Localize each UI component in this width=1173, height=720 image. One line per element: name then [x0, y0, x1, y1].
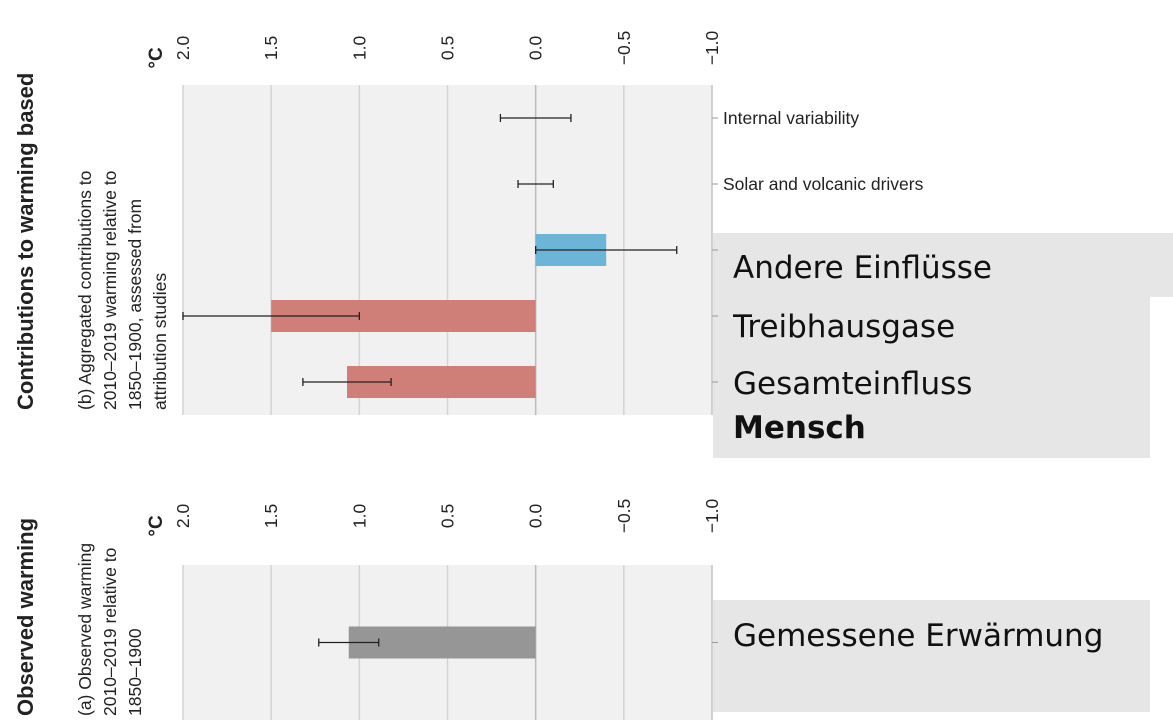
label-box [713, 600, 1150, 712]
panel-subtitle: attribution studies [150, 273, 170, 410]
x-tick-label: 1.0 [349, 36, 369, 61]
panel-subtitle: 2010–2019 warming relative to [100, 171, 120, 410]
category-label-box: Gemessene Erwärmung [733, 618, 1104, 654]
x-tick-label: 0.5 [438, 36, 458, 60]
x-tick-label: −1.0 [702, 30, 722, 65]
panel-subtitle: 1850–1900, assessed from [125, 199, 145, 410]
category-label-box: Andere Einflüsse [733, 250, 992, 286]
x-tick-label: 1.5 [261, 36, 281, 60]
x-tick-label: −1.0 [702, 498, 722, 533]
category-label-box: Treibhausgase [733, 309, 956, 345]
label-box [713, 297, 1150, 458]
category-label: Solar and volcanic drivers [723, 174, 924, 194]
x-tick-label: −0.5 [614, 31, 634, 66]
category-label: Treibhausgase [733, 309, 956, 345]
panel-subtitle: (b) Aggregated contributions to [75, 171, 95, 410]
x-tick-label: 2.0 [173, 504, 193, 529]
category-label: Gemessene Erwärmung [733, 618, 1104, 654]
panel-subtitle: 2010–2019 relative to [100, 548, 120, 716]
category-emphasis: Mensch [733, 410, 866, 446]
x-tick-label: −0.5 [614, 499, 634, 534]
label-box [713, 233, 1173, 297]
panel-title: Contributions to warming based [13, 73, 38, 410]
panel-subtitle: (a) Observed warming [75, 543, 95, 716]
panel-subtitle: 1850–1900 [125, 628, 145, 716]
category-label-box: Gesamteinfluss [733, 366, 973, 402]
x-tick-label: 2.0 [173, 36, 193, 61]
panel-title: Observed warming [13, 518, 38, 716]
category-label: Gesamteinfluss [733, 366, 973, 402]
x-tick-label: 1.0 [349, 504, 369, 529]
category-label: Andere Einflüsse [733, 250, 992, 286]
axis-label: °C [146, 515, 167, 537]
x-tick-label: 0.0 [526, 504, 546, 529]
axis-label: °C [146, 47, 167, 69]
category-emphasis-box: Mensch [733, 410, 866, 446]
x-tick-label: 0.5 [438, 504, 458, 528]
x-tick-label: 0.0 [526, 36, 546, 61]
bar [348, 626, 536, 659]
category-label: Internal variability [723, 108, 859, 128]
x-tick-label: 1.5 [261, 504, 281, 528]
